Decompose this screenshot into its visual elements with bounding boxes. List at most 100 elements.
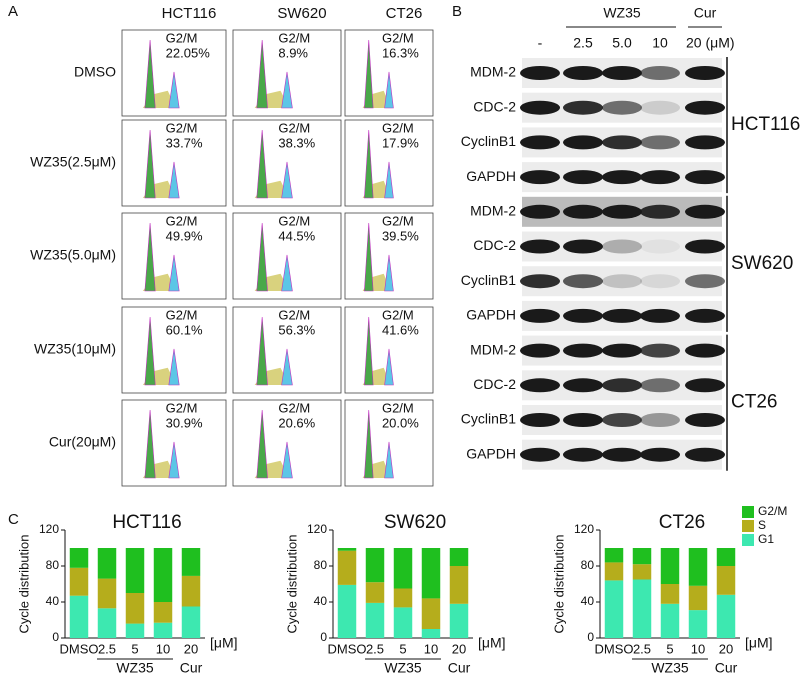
blot-band (685, 447, 725, 462)
blot-band (602, 308, 642, 323)
blot-band (685, 343, 725, 358)
blot-band (563, 239, 603, 254)
g1-peak (364, 222, 374, 292)
protein-label: GAPDH (466, 168, 516, 184)
blot-band (563, 100, 603, 115)
y-tick-label: 80 (314, 558, 328, 572)
blot-band (563, 308, 603, 323)
percent-label: 33.7% (166, 135, 203, 150)
bar-segment: G1 (69, 595, 89, 638)
percent-label: 17.9% (382, 135, 419, 150)
bar-segment: G1 (153, 622, 173, 638)
y-tick-label: 120 (307, 522, 327, 536)
blot-band (563, 170, 603, 185)
blot-band (520, 170, 560, 185)
group-label: Cur (448, 660, 471, 676)
lane-label: 20 (μM) (686, 35, 735, 51)
bar-segment: G2/M (69, 548, 89, 568)
blot-band (563, 66, 603, 80)
blot-band (563, 135, 603, 150)
g1-peak (364, 39, 374, 109)
blot-band (602, 135, 642, 150)
blot-band (602, 100, 642, 115)
lane-label: 2.5 (573, 35, 593, 51)
x-tick-label: DMSO (595, 641, 634, 656)
percent-label: 49.9% (166, 228, 203, 243)
group-label: Cur (180, 660, 203, 676)
protein-label: CDC-2 (473, 376, 516, 392)
legend-swatch (742, 506, 754, 518)
x-tick-label: 2.5 (98, 641, 116, 656)
bar-segment: S (337, 550, 357, 585)
lane-label: 5.0 (612, 35, 632, 51)
blot-band (602, 447, 642, 462)
blot-band (640, 66, 680, 80)
y-tick-label: 120 (39, 522, 59, 536)
percent-label: 8.9% (278, 45, 308, 60)
g2-peak (384, 71, 394, 109)
x-tick-label: 5 (666, 641, 673, 656)
phase-label: G2/M (278, 213, 310, 228)
bar-segment: G1 (421, 629, 441, 638)
blot-band (685, 378, 725, 393)
g2-peak (281, 348, 293, 386)
g1-peak (256, 409, 268, 479)
row-label: WZ35(5.0μM) (30, 247, 116, 263)
blot-band (563, 204, 603, 219)
bar-segment: S (660, 584, 680, 604)
x-tick-label: 20 (184, 641, 198, 656)
y-tick-label: 0 (52, 630, 59, 644)
lane-label: 10 (652, 35, 668, 51)
bar-segment: S (125, 593, 145, 624)
blot-band (563, 274, 603, 289)
g2-peak (281, 254, 293, 292)
protein-label: GAPDH (466, 445, 516, 461)
phase-label: G2/M (382, 307, 414, 322)
blot-band (685, 100, 725, 115)
blot-band (602, 274, 642, 289)
g2-peak (384, 254, 394, 292)
blot-band (520, 274, 560, 289)
y-tick-label: 0 (320, 630, 327, 644)
blot-band (685, 204, 725, 219)
bar-segment: G2/M (449, 548, 469, 566)
x-tick-label: 20 (452, 641, 466, 656)
phase-label: G2/M (166, 120, 198, 135)
y-tick-label: 40 (46, 594, 60, 608)
g2-peak (168, 71, 180, 109)
blot-band (563, 343, 603, 358)
cell-line-label: HCT116 (731, 114, 800, 135)
protein-label: MDM-2 (470, 341, 516, 357)
bar-segment: G2/M (337, 548, 357, 551)
percent-label: 41.6% (382, 322, 419, 337)
g1-peak (144, 129, 156, 199)
blot-band (685, 66, 725, 80)
bar-segment: S (393, 588, 413, 608)
unit-label: [μM] (745, 635, 773, 651)
protein-label: CyclinB1 (461, 411, 516, 427)
percent-label: 30.9% (166, 415, 203, 430)
treatment-label: Cur (694, 5, 717, 21)
bar-segment: S (632, 564, 652, 580)
blot-band (520, 378, 560, 393)
protein-label: GAPDH (466, 307, 516, 323)
percent-label: 56.3% (278, 322, 315, 337)
cell-line-label: SW620 (731, 253, 793, 274)
blot-band (602, 413, 642, 427)
column-header: HCT116 (162, 5, 217, 22)
phase-label: G2/M (166, 400, 198, 415)
g1-peak (144, 409, 156, 479)
blot-band (520, 100, 560, 115)
blot-band (602, 239, 642, 254)
bar-segment: S (69, 567, 89, 596)
phase-label: G2/M (278, 30, 310, 45)
bar-segment: S (421, 598, 441, 629)
chart-title: HCT116 (112, 512, 181, 533)
blot-band (685, 274, 725, 289)
cell-line-label: CT26 (731, 392, 777, 413)
y-tick-label: 120 (574, 522, 594, 536)
g1-peak (144, 316, 156, 386)
legend-label: S (758, 518, 766, 532)
x-tick-label: 10 (424, 641, 438, 656)
